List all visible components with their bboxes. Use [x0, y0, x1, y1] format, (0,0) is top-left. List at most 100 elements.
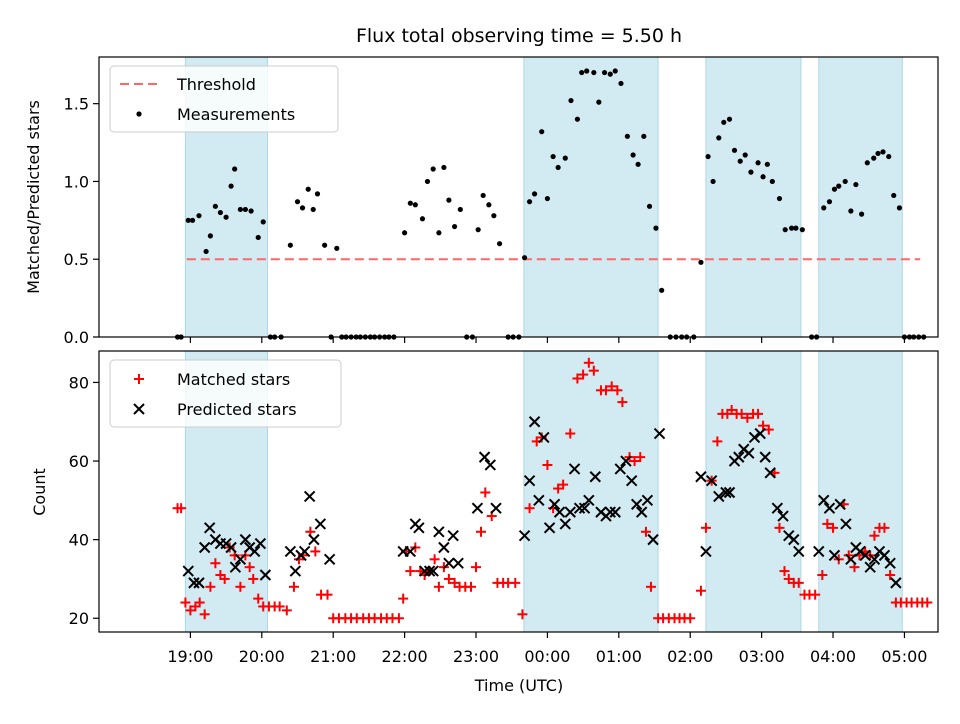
predicted-star-marker [578, 502, 591, 514]
measurement-point [782, 227, 788, 233]
matched-star-marker [176, 503, 187, 514]
predicted-star-marker [771, 502, 784, 514]
predicted-star-marker [484, 459, 497, 471]
predicted-star-marker [868, 553, 881, 566]
predicted-star-marker [884, 557, 896, 569]
matched-star-marker [210, 558, 221, 569]
predicted-star-marker [438, 541, 450, 554]
matched-star-marker [429, 554, 440, 565]
measurement-point [896, 205, 903, 211]
predicted-star-marker [559, 518, 571, 530]
matched-star-marker [517, 609, 528, 620]
predicted-star-marker [564, 506, 576, 518]
measurement-point [886, 153, 892, 160]
matched-star-marker [248, 573, 259, 584]
predicted-star-marker [538, 431, 550, 444]
predicted-star-marker [239, 533, 252, 546]
measurement-point [287, 242, 293, 248]
predicted-star-marker [723, 486, 736, 499]
predicted-star-marker [471, 502, 484, 514]
y-tick-label: 80 [69, 373, 89, 392]
top-axes-frame [98, 56, 939, 338]
measurement-point [624, 133, 630, 139]
matched-star-marker [685, 613, 696, 624]
measurement-point [412, 202, 418, 208]
predicted-star-marker [452, 557, 464, 569]
x-tick-label: 03:00 [739, 647, 785, 666]
matched-star-marker [558, 479, 569, 490]
measurement-point [486, 202, 492, 208]
predicted-star-marker [443, 557, 455, 569]
legend-predicted-label: Predicted stars [177, 400, 297, 419]
observing-interval [818, 56, 903, 338]
matched-star-marker [393, 613, 404, 624]
measurement-point [568, 97, 574, 104]
measurement-point [871, 155, 877, 161]
measurement-point [826, 199, 833, 205]
measurement-point [659, 287, 665, 293]
predicted-star-marker [620, 455, 632, 467]
predicted-star-marker [423, 565, 436, 577]
predicted-star-marker [418, 565, 431, 577]
measurement-point [579, 69, 585, 76]
measurement-point [584, 68, 590, 74]
bottom-x-ticks: 19:00 20:00 21:00 22:00 23:00 00:00 01:00 02:00… [167, 632, 927, 666]
predicted-star-marker [490, 502, 502, 514]
y-tick-label: 1.5 [64, 95, 89, 114]
matched-star-marker [205, 581, 216, 592]
predicted-star-marker [254, 537, 267, 550]
matched-star-marker [398, 593, 409, 604]
measurement-point [596, 99, 602, 105]
predicted-star-marker [625, 474, 638, 487]
legend-threshold-label: Threshold [176, 75, 256, 94]
matched-star-marker [588, 365, 599, 376]
observing-interval [705, 350, 802, 633]
predicted-star-marker [568, 463, 581, 475]
predicted-star-marker [733, 451, 745, 463]
matched-star-marker [583, 357, 594, 368]
measurement-point [457, 206, 463, 213]
measurement-point [705, 153, 711, 160]
measurement-point [189, 217, 196, 223]
measurement-point [731, 147, 738, 153]
bottom-panel: 20 40 60 80 19:00 20:00 21:00 22:00 23:00 00:00 0… [30, 350, 939, 695]
measurement-point [237, 206, 243, 213]
measurement-point [848, 208, 854, 214]
measurement-point [407, 200, 413, 206]
top-panel: 0.0 0.5 1.0 1.5 Matched/Predicted stars Thr… [24, 56, 939, 347]
legend-matched-label: Matched stars [177, 370, 290, 389]
predicted-star-marker [604, 506, 616, 518]
predicted-star-marker [314, 518, 327, 530]
predicted-star-marker [653, 427, 666, 440]
matched-star-marker [199, 609, 210, 620]
predicted-star-marker [713, 490, 725, 503]
matched-star-marker [612, 385, 623, 396]
measurement-point [531, 191, 538, 197]
predicted-star-marker [404, 545, 417, 558]
measurement-point [842, 178, 848, 185]
predicted-star-marker [754, 427, 766, 440]
matched-star-marker [433, 581, 444, 592]
matched-star-marker [600, 385, 611, 396]
count-points [172, 357, 933, 624]
matched-star-marker [695, 585, 706, 596]
predicted-star-marker [630, 498, 643, 510]
predicted-star-marker [641, 494, 654, 507]
measurement-point [591, 69, 597, 76]
x-tick-label: 21:00 [310, 647, 356, 666]
measurement-point [242, 206, 248, 213]
measurement-point [864, 160, 870, 166]
measurement-point [491, 213, 497, 219]
x-tick-label: 19:00 [167, 647, 213, 666]
measurement-point [334, 245, 340, 251]
measurement-point [755, 160, 761, 166]
predicted-star-marker [298, 545, 311, 558]
predicted-star-marker [793, 545, 805, 558]
measurement-point [875, 150, 881, 157]
predicted-star-marker [528, 416, 541, 428]
measurement-point [853, 181, 859, 188]
y-tick-label: 1.0 [64, 172, 89, 191]
predicted-star-marker [743, 447, 755, 459]
predicted-star-marker [828, 549, 841, 562]
predicted-star-marker [323, 553, 336, 566]
